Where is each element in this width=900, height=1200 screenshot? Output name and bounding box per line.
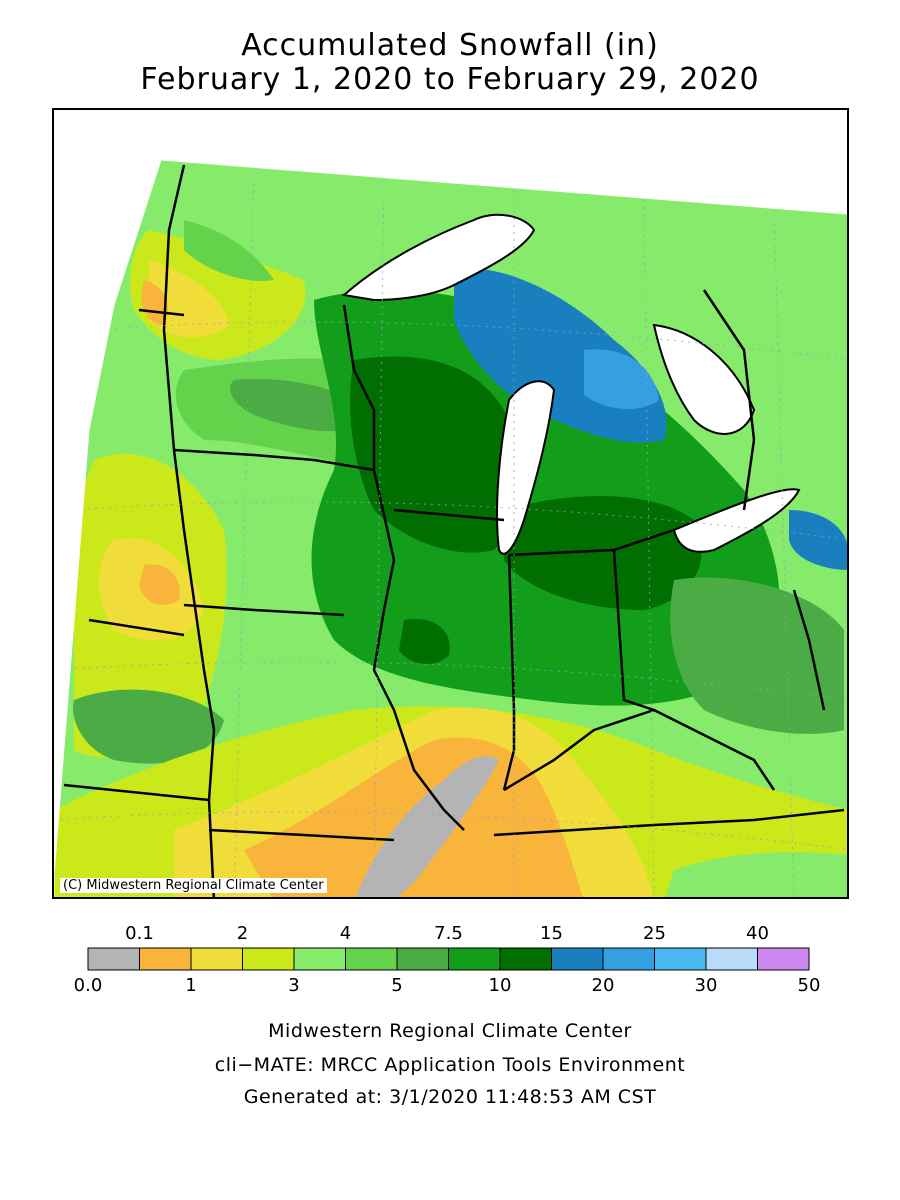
- legend-bottom-label: 0.0: [74, 975, 103, 996]
- mississippi-river-boundary: [342, 304, 465, 831]
- lake-superior: [341, 213, 536, 302]
- ky-tn-boundary: [493, 808, 845, 837]
- legend-bottom-label: 3: [288, 975, 299, 996]
- legend-bottom-label: 30: [695, 975, 718, 996]
- legend-color-box: [705, 947, 758, 971]
- ne-ks-boundary: [88, 618, 185, 637]
- legend-bottom-label: 5: [391, 975, 402, 996]
- map-title: Accumulated Snowfall (in): [241, 28, 659, 63]
- ia-mo-boundary: [183, 603, 345, 617]
- snowfall-map: (C) Midwestern Regional Climate Center: [52, 108, 849, 899]
- legend-top-label: 25: [643, 923, 666, 944]
- map-copyright: (C) Midwestern Regional Climate Center: [60, 878, 327, 893]
- footer-organization: Midwestern Regional Climate Center: [268, 1020, 632, 1042]
- legend-color-box: [242, 947, 295, 971]
- legend-color-box: [293, 947, 346, 971]
- longitude-gridline: [373, 179, 385, 897]
- legend-bottom-label: 10: [489, 975, 512, 996]
- lake-huron: [652, 323, 756, 435]
- legend-top-label: 15: [540, 923, 563, 944]
- southwest-dark-green-zone: [73, 689, 225, 764]
- illinois-darkest-green-pocket: [399, 619, 450, 665]
- legend-top-label: 7.5: [434, 923, 463, 944]
- legend-color-box: [139, 947, 192, 971]
- ohio-blue-zone: [789, 510, 847, 570]
- mo-ar-boundary: [208, 828, 395, 842]
- legend-bottom-label: 50: [798, 975, 821, 996]
- legend-top-label: 4: [340, 923, 351, 944]
- legend-bottom-labels: 0.0 1 3 5 10 20 30 50: [74, 975, 821, 996]
- southeast-light-green-zone: [664, 852, 847, 897]
- footer-tool-name: cli−MATE: MRCC Application Tools Environ…: [214, 1054, 686, 1076]
- lake-michigan: [496, 380, 556, 555]
- legend-color-boxes: [87, 947, 810, 971]
- legend-color-box: [190, 947, 243, 971]
- legend-color-box: [757, 947, 810, 971]
- michigan-light-blue-zone: [584, 349, 659, 410]
- mn-ia-boundary: [173, 448, 375, 472]
- western-state-boundary: [162, 164, 216, 897]
- legend-color-box: [345, 947, 398, 971]
- northwest-orange-zone: [141, 280, 168, 325]
- legend-color-box: [396, 947, 449, 971]
- ks-ok-boundary: [63, 783, 210, 802]
- oh-pa-boundary: [792, 589, 826, 711]
- east-dark-green-zone: [670, 577, 844, 734]
- legend-color-box: [448, 947, 501, 971]
- map-date-range: February 1, 2020 to February 29, 2020: [140, 62, 760, 97]
- legend-bottom-label: 20: [592, 975, 615, 996]
- latitude-gridline: [54, 661, 847, 701]
- west-orange-zone: [139, 564, 180, 605]
- legend-color-box: [87, 947, 140, 971]
- wisconsin-darkest-green-zone: [350, 356, 515, 553]
- zero-snowfall-gray-zone: [354, 756, 499, 897]
- legend-top-labels: 0.1 2 4 7.5 15 25 40: [125, 923, 769, 944]
- legend-color-box: [551, 947, 604, 971]
- mi-oh-boundary: [613, 528, 675, 552]
- color-scale-legend: 0.1 2 4 7.5 15 25 40 0.0 1 3 5 10 20 30 50: [74, 923, 821, 996]
- michigan-thumb-outline: [702, 289, 756, 511]
- nd-sd-boundary: [138, 308, 185, 317]
- latitude-gridline: [54, 811, 847, 851]
- legend-bottom-label: 1: [185, 975, 196, 996]
- ohio-river-boundary: [503, 708, 776, 792]
- michigan-darkest-green-zone: [504, 496, 702, 610]
- legend-top-label: 40: [746, 923, 769, 944]
- latitude-gridline: [73, 501, 847, 541]
- legend-color-box: [654, 947, 707, 971]
- longitude-gridline: [233, 169, 255, 897]
- north-medium-green-zone: [184, 220, 274, 281]
- footer-generated-time: Generated at: 3/1/2020 11:48:53 AM CST: [243, 1086, 657, 1108]
- snowfall-map-graphic: [54, 110, 847, 897]
- legend-color-box: [499, 947, 552, 971]
- in-oh-boundary: [508, 548, 655, 712]
- legend-color-box: [602, 947, 655, 971]
- longitude-gridline: [643, 199, 655, 897]
- legend-top-label: 2: [237, 923, 248, 944]
- wi-il-boundary: [393, 508, 505, 522]
- northwest-yellow-zone: [149, 260, 229, 338]
- legend-top-label: 0.1: [125, 923, 154, 944]
